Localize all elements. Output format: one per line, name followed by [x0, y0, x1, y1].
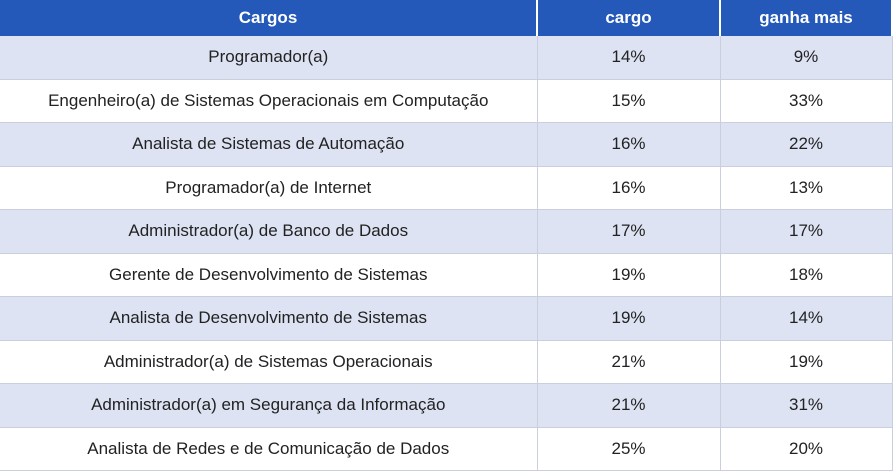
table-row: Gerente de Desenvolvimento de Sistemas 19…: [0, 253, 893, 297]
job-title-cell: Analista de Desenvolvimento de Sistemas: [0, 296, 538, 341]
job-title-cell: Administrador(a) em Segurança da Informa…: [0, 383, 538, 428]
percent-cell: 9%: [720, 36, 893, 80]
percent-cell: 25%: [537, 427, 721, 471]
job-title-cell: Analista de Redes e de Comunicação de Da…: [0, 427, 538, 471]
percent-cell: 16%: [537, 122, 721, 167]
percent-cell: 33%: [720, 79, 893, 123]
job-title-cell: Administrador(a) de Banco de Dados: [0, 209, 538, 254]
percent-cell: 31%: [720, 383, 893, 428]
table-row: Programador(a) de Internet 16% 13%: [0, 166, 893, 210]
percent-cell: 21%: [537, 383, 721, 428]
percent-cell: 15%: [537, 79, 721, 123]
table-row: Analista de Redes e de Comunicação de Da…: [0, 427, 893, 471]
percent-cell: 22%: [720, 122, 893, 167]
job-title-cell: Analista de Sistemas de Automação: [0, 122, 538, 167]
percent-cell: 20%: [720, 427, 893, 471]
table-row: Analista de Desenvolvimento de Sistemas 1…: [0, 296, 893, 341]
percent-cell: 21%: [537, 340, 721, 384]
header-cell: cargo: [537, 0, 721, 36]
percent-cell: 13%: [720, 166, 893, 210]
job-title-cell: Administrador(a) de Sistemas Operacionai…: [0, 340, 538, 384]
percent-cell: 19%: [720, 340, 893, 384]
percent-cell: 18%: [720, 253, 893, 297]
header-cell: Cargos: [0, 0, 538, 36]
percent-cell: 17%: [720, 209, 893, 254]
table-row: Engenheiro(a) de Sistemas Operacionais e…: [0, 79, 893, 123]
table-row: Administrador(a) de Sistemas Operacionai…: [0, 340, 893, 384]
job-title-cell: Engenheiro(a) de Sistemas Operacionais e…: [0, 79, 538, 123]
job-title-cell: Programador(a) de Internet: [0, 166, 538, 210]
percent-cell: 19%: [537, 296, 721, 341]
job-title-cell: Programador(a): [0, 36, 538, 80]
header-row: Cargos cargo ganha mais: [0, 0, 893, 36]
table-body: Programador(a) 14% 9% Engenheiro(a) de Sist…: [0, 36, 893, 471]
table-row: Administrador(a) de Banco de Dados 17% 17%: [0, 209, 893, 254]
table-row: Programador(a) 14% 9%: [0, 36, 893, 80]
table-row: Analista de Sistemas de Automação 16% 22%: [0, 122, 893, 167]
job-title-cell: Gerente de Desenvolvimento de Sistemas: [0, 253, 538, 297]
percent-cell: 17%: [537, 209, 721, 254]
percent-cell: 19%: [537, 253, 721, 297]
percent-cell: 14%: [537, 36, 721, 80]
percent-cell: 16%: [537, 166, 721, 210]
header-cell: ganha mais: [720, 0, 893, 36]
table-row: Administrador(a) em Segurança da Informa…: [0, 383, 893, 428]
percent-cell: 14%: [720, 296, 893, 341]
